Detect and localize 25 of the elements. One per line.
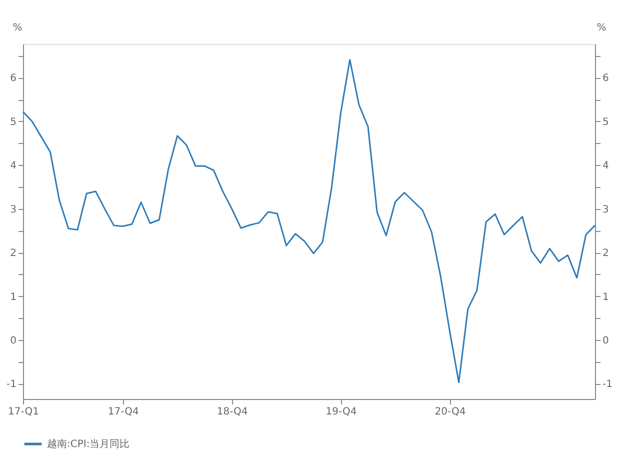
y2-tick-label: 3: [602, 204, 609, 216]
y2-tick-label: 1: [602, 292, 609, 303]
x-tick-label: 17-Q4: [108, 406, 139, 418]
y2-axis-title: %: [596, 22, 606, 34]
line-series: [22, 58, 596, 384]
y-tick-label: 1: [10, 292, 16, 303]
y2-tick-label: 6: [602, 73, 609, 84]
y-tick-label: 3: [10, 204, 16, 216]
y-tick-label: 4: [10, 160, 16, 172]
y2-tick-label: 4: [602, 160, 609, 172]
y2-tick-label: 2: [602, 248, 609, 260]
x-tick-label: 18-Q4: [216, 406, 248, 418]
y-tick-label: 0: [10, 335, 16, 346]
y-tick-label: 5: [10, 116, 16, 128]
legend-label: 越南:CPI:当月同比: [47, 438, 130, 450]
y2-tick-label: 0: [602, 335, 609, 346]
y-tick-label: 6: [10, 73, 16, 84]
y2-tick-label: 5: [602, 116, 609, 128]
y2-tick-label: -1: [602, 379, 612, 390]
y-axis-title: %: [12, 22, 22, 34]
y-tick-label: -1: [6, 379, 16, 390]
y-tick-label: 2: [10, 248, 16, 260]
x-tick-label: 19-Q4: [326, 406, 357, 418]
x-tick-label: 20-Q4: [434, 406, 466, 418]
x-tick-label: 17-Q1: [8, 406, 39, 418]
